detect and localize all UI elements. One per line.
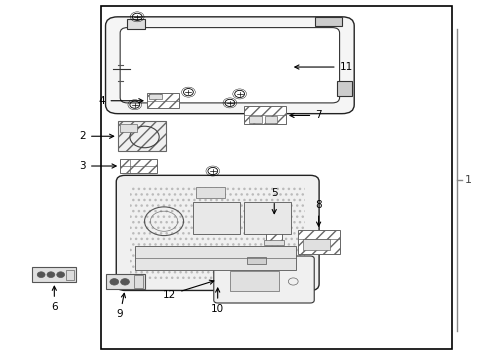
Bar — [101, 6, 451, 348]
Circle shape — [110, 279, 119, 285]
Text: 10: 10 — [211, 288, 224, 314]
Text: 7: 7 — [289, 111, 321, 121]
Bar — [264, 240, 284, 244]
Text: 8: 8 — [315, 201, 321, 226]
Text: 3: 3 — [79, 161, 116, 171]
Bar — [120, 124, 137, 132]
FancyBboxPatch shape — [116, 175, 319, 291]
Text: 2: 2 — [79, 131, 114, 141]
Circle shape — [37, 272, 45, 278]
Bar — [229, 271, 278, 291]
Text: 1: 1 — [464, 175, 471, 185]
Bar — [65, 270, 74, 280]
Text: 9: 9 — [117, 293, 125, 319]
Bar — [249, 116, 261, 123]
Bar — [135, 246, 295, 270]
Bar — [120, 159, 157, 173]
Text: 6: 6 — [51, 286, 58, 312]
Text: 11: 11 — [294, 62, 352, 72]
Bar — [193, 202, 239, 234]
Polygon shape — [127, 19, 144, 30]
Bar — [149, 94, 161, 99]
FancyBboxPatch shape — [213, 256, 314, 303]
Bar — [105, 274, 144, 289]
Bar — [264, 116, 277, 123]
Circle shape — [47, 272, 55, 278]
Bar — [147, 93, 178, 108]
Bar — [195, 187, 224, 198]
Polygon shape — [336, 81, 351, 96]
Text: 4: 4 — [99, 96, 142, 106]
Text: 12: 12 — [163, 280, 213, 300]
Bar — [303, 239, 329, 250]
Circle shape — [57, 272, 64, 278]
Text: 5: 5 — [270, 188, 277, 213]
Circle shape — [121, 279, 129, 285]
Bar — [118, 121, 166, 151]
Bar — [266, 218, 282, 241]
Bar — [244, 107, 285, 125]
FancyBboxPatch shape — [120, 28, 339, 103]
Polygon shape — [315, 17, 341, 26]
Bar — [244, 202, 290, 234]
Bar — [298, 230, 339, 253]
FancyBboxPatch shape — [105, 17, 353, 114]
Bar — [134, 275, 142, 288]
Bar — [246, 257, 266, 264]
Bar — [32, 267, 76, 282]
Bar — [130, 187, 305, 280]
